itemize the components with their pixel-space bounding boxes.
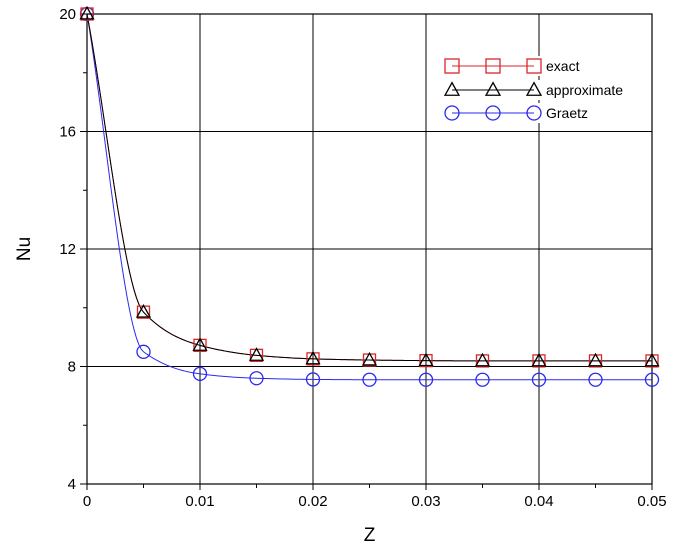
data-point-approximate — [361, 351, 378, 366]
legend-marker-exact — [444, 58, 460, 74]
y-tick-label: 16 — [59, 124, 76, 141]
legend-marker-exact — [526, 58, 542, 74]
data-point-Graetz — [644, 372, 660, 387]
data-point-approximate — [474, 352, 491, 367]
legend-label-exact: exact — [546, 58, 580, 74]
x-tick-label: 0.05 — [637, 493, 666, 510]
data-point-Graetz — [588, 372, 603, 387]
x-tick-label: 0.03 — [411, 493, 440, 510]
series-line-Graetz — [86, 13, 652, 381]
data-point-Graetz — [136, 344, 151, 359]
x-tick-label: 0.01 — [185, 493, 214, 510]
legend-marker-exact — [485, 58, 501, 74]
axis-ticks: 0 0.01 0.02 0.03 0.04 0.05 4 8 12 16 20 — [59, 6, 666, 510]
data-point-Graetz — [475, 372, 490, 387]
y-tick-label: 12 — [59, 241, 76, 258]
data-point-approximate — [587, 352, 604, 367]
legend-marker-Graetz — [444, 105, 460, 121]
data-point-Graetz — [418, 372, 434, 387]
data-point-approximate — [192, 337, 208, 351]
data-point-Graetz — [531, 372, 547, 387]
legend-marker-approximate — [443, 81, 461, 96]
legend-label-Graetz: Graetz — [546, 105, 588, 121]
legend-marker-approximate — [484, 81, 502, 96]
series-curves — [86, 13, 652, 381]
data-point-approximate — [418, 352, 434, 367]
data-point-Graetz — [192, 366, 208, 381]
data-point-Graetz — [249, 371, 264, 386]
y-tick-label: 8 — [68, 359, 76, 376]
legend-marker-Graetz — [526, 105, 542, 121]
x-tick-label: 0.02 — [298, 493, 327, 510]
legend-marker-approximate — [525, 81, 543, 96]
series-markers — [79, 5, 660, 387]
data-point-approximate — [644, 352, 660, 367]
x-tick-label: 0 — [83, 493, 91, 510]
data-point-Graetz — [305, 372, 321, 387]
data-point-approximate — [79, 5, 95, 20]
legend-label-approximate: approximate — [546, 82, 623, 98]
x-axis-label: Z — [364, 525, 376, 546]
legend: exact approximate Graetz — [443, 56, 623, 123]
series-line-approximate — [86, 13, 652, 362]
y-tick-label: 20 — [59, 6, 76, 23]
data-point-approximate — [305, 350, 321, 365]
data-point-approximate — [531, 352, 547, 367]
y-tick-label: 4 — [68, 476, 76, 493]
legend-marker-Graetz — [485, 105, 501, 121]
x-tick-label: 0.04 — [524, 493, 553, 510]
data-point-Graetz — [362, 372, 377, 387]
y-axis-label: Nu — [14, 237, 35, 261]
data-point-approximate — [135, 303, 152, 318]
data-point-approximate — [248, 347, 265, 361]
